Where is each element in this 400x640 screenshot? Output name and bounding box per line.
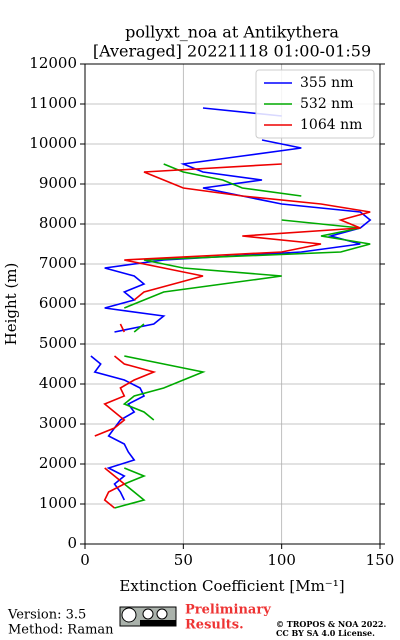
chart-title: pollyxt_noa at Antikythera — [125, 23, 339, 42]
y-tick-label: 4000 — [39, 374, 77, 392]
y-axis-label: Height (m) — [2, 263, 20, 346]
copyright: CC BY SA 4.0 License. — [276, 628, 375, 638]
y-tick-label: 6000 — [39, 294, 77, 312]
method: Method: Raman — [8, 623, 114, 638]
y-tick-label: 5000 — [39, 334, 77, 352]
chart-title: [Averaged] 20221118 01:00-01:59 — [93, 42, 371, 61]
y-tick-label: 2000 — [39, 454, 77, 472]
legend-label: 355 nm — [300, 75, 353, 91]
y-tick-label: 12000 — [29, 54, 77, 72]
x-tick-label: 150 — [366, 551, 395, 569]
legend-label: 1064 nm — [300, 117, 362, 133]
y-tick-label: 3000 — [39, 414, 77, 432]
legend-label: 532 nm — [300, 96, 353, 112]
cc-badge — [119, 606, 177, 627]
profile-line — [114, 163, 371, 509]
x-tick-label: 50 — [174, 551, 193, 569]
plot-frame — [84, 63, 381, 545]
copyright: © TROPOS & NOA 2022. — [276, 619, 386, 629]
x-tick-label: 100 — [267, 551, 296, 569]
profile-line — [94, 163, 371, 509]
version: Version: 3.5 — [7, 608, 86, 623]
y-tick-label: 9000 — [39, 174, 77, 192]
legend: 355 nm 532 nm 1064 nm — [255, 69, 375, 139]
x-axis-label: Extinction Coefficient [Mm⁻¹] — [119, 577, 344, 595]
y-tick-label: 7000 — [39, 254, 77, 272]
y-tick-label: 0 — [67, 534, 77, 552]
x-tick-label: 0 — [80, 551, 90, 569]
y-tick-label: 8000 — [39, 214, 77, 232]
preliminary: Results. — [185, 618, 244, 633]
y-tick-label: 1000 — [39, 494, 77, 512]
legend-box — [255, 69, 375, 139]
preliminary: Preliminary — [185, 603, 271, 618]
y-tick-label: 10000 — [29, 134, 77, 152]
y-tick-label: 11000 — [29, 94, 77, 112]
